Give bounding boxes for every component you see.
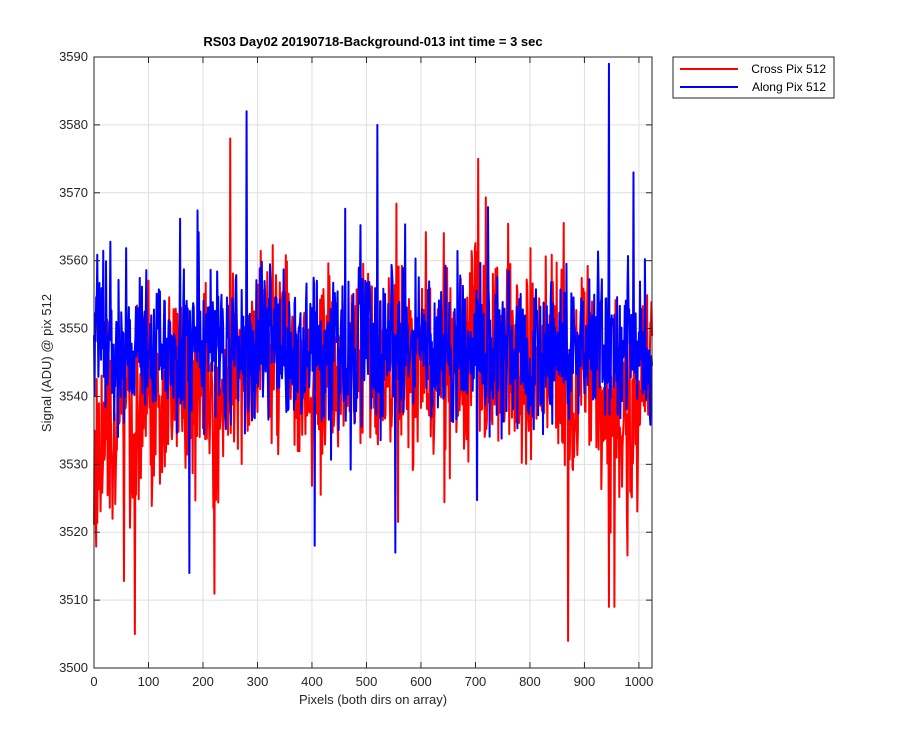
y-tick-labels: 3500 3510 3520 3530 3540 3550 3560 3570 3580 3590 — [59, 49, 88, 675]
x-tick-label: 1000 — [624, 674, 653, 689]
x-tick-label: 700 — [465, 674, 487, 689]
y-tick-label: 3510 — [59, 592, 88, 607]
y-tick-label: 3590 — [59, 49, 88, 64]
y-tick-label: 3530 — [59, 456, 88, 471]
x-tick-label: 600 — [410, 674, 432, 689]
legend-box — [672, 56, 835, 99]
x-tick-label: 300 — [247, 674, 269, 689]
plot-frame — [93, 56, 653, 669]
legend-label-cross: Cross Pix 512 — [751, 62, 826, 76]
x-axis-title: Pixels (both dirs on array) — [299, 692, 447, 707]
y-tick-label: 3560 — [59, 253, 88, 268]
x-tick-label: 0 — [90, 674, 97, 689]
x-tick-label: 900 — [574, 674, 596, 689]
legend-label-along: Along Pix 512 — [752, 80, 826, 94]
y-axis-title: Signal (ADU) @ pix 512 — [39, 294, 54, 432]
chart-title: RS03 Day02 20190718-Background-013 int t… — [203, 34, 542, 49]
y-tick-label: 3500 — [59, 660, 88, 675]
x-tick-labels: 0 100 200 300 400 500 600 700 800 900 1000 — [90, 674, 653, 689]
y-tick-label: 3540 — [59, 388, 88, 403]
x-tick-label: 200 — [192, 674, 214, 689]
y-tick-label: 3520 — [59, 524, 88, 539]
y-tick-label: 3580 — [59, 117, 88, 132]
plot-area — [93, 56, 653, 669]
x-tick-label: 500 — [356, 674, 378, 689]
x-tick-label: 800 — [519, 674, 541, 689]
axis-ticks — [93, 56, 652, 669]
y-tick-label: 3550 — [59, 321, 88, 336]
series-layer — [93, 62, 653, 642]
legend: Cross Pix 512 Along Pix 512 — [672, 56, 835, 99]
x-tick-label: 100 — [138, 674, 160, 689]
x-tick-label: 400 — [301, 674, 323, 689]
series-line-along — [93, 62, 653, 574]
y-tick-label: 3570 — [59, 185, 88, 200]
